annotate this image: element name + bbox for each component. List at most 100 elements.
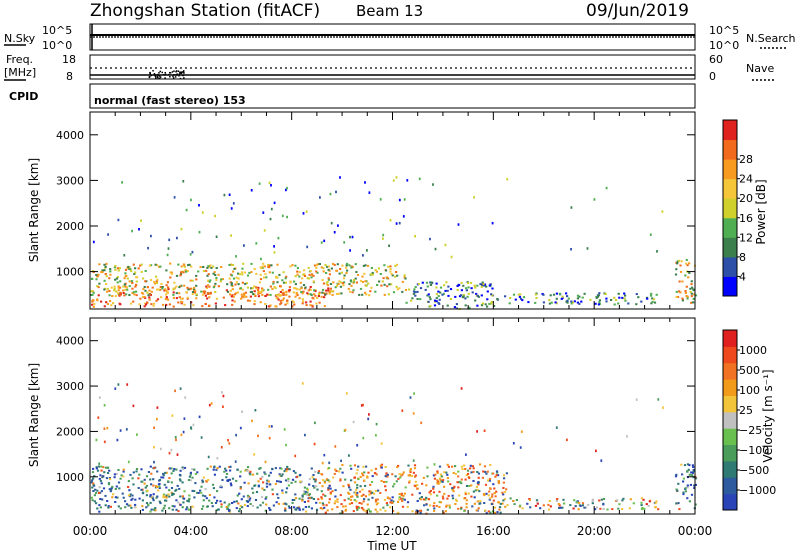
echo-cell: [320, 473, 323, 476]
echo-cell: [179, 469, 182, 472]
echo-cell: [573, 300, 576, 303]
echo-cell: [268, 271, 271, 274]
echo-cell: [228, 503, 231, 506]
echo-cell: [310, 496, 313, 499]
echo-cell: [505, 472, 508, 475]
echo-cell: [248, 271, 251, 274]
echo-cell: [429, 504, 432, 507]
echo-cell: [558, 504, 561, 507]
echo-cell: [425, 281, 429, 284]
echo-cell: [168, 303, 171, 306]
echo-cell: [365, 465, 368, 468]
echo-cell: [116, 438, 119, 442]
echo-cell: [228, 264, 231, 266]
echo-cell: [294, 493, 297, 496]
echo-cell: [180, 265, 183, 268]
echo-cell: [282, 502, 285, 505]
echo-cell: [403, 492, 406, 495]
echo-cell: [275, 305, 278, 308]
echo-cell: [117, 383, 120, 386]
echo-cell: [535, 297, 538, 299]
echo-cell: [323, 453, 326, 457]
echo-cell: [127, 494, 131, 497]
echo-cell: [348, 492, 351, 495]
echo-cell: [170, 472, 173, 475]
echo-cell: [454, 503, 457, 505]
echo-cell: [623, 292, 626, 295]
echo-cell: [317, 472, 320, 474]
echo-cell: [325, 289, 328, 292]
echo-cell: [200, 290, 203, 293]
echo-cell: [144, 486, 147, 489]
echo-cell: [691, 286, 694, 289]
echo-cell: [356, 494, 359, 497]
echo-cell: [584, 506, 588, 509]
echo-cell: [158, 479, 162, 481]
echo-cell: [178, 286, 181, 289]
echo-cell: [317, 498, 320, 501]
velocity-scatter: [90, 382, 698, 515]
echo-cell: [177, 301, 180, 304]
echo-cell: [265, 482, 268, 485]
echo-cell: [313, 442, 316, 446]
echo-cell: [495, 490, 498, 493]
echo-cell: [453, 485, 456, 488]
echo-cell: [329, 290, 332, 293]
echo-cell: [459, 480, 462, 483]
freq-point: [175, 70, 178, 72]
echo-cell: [441, 293, 444, 296]
echo-cell: [137, 487, 140, 489]
echo-cell: [476, 430, 478, 433]
echo-cell: [113, 285, 116, 288]
echo-cell: [385, 276, 388, 279]
echo-cell: [108, 294, 111, 297]
echo-cell: [468, 476, 471, 479]
echo-cell: [692, 470, 695, 473]
echo-cell: [489, 511, 492, 514]
echo-cell: [140, 468, 143, 471]
echo-cell: [310, 467, 313, 470]
echo-cell: [637, 296, 640, 299]
echo-cell: [338, 470, 341, 473]
echo-cell: [349, 249, 351, 252]
echo-cell: [100, 465, 103, 468]
echo-cell: [113, 289, 116, 292]
freq-point: [150, 74, 153, 77]
echo-cell: [465, 506, 468, 509]
echo-cell: [605, 297, 608, 300]
echo-cell: [173, 505, 176, 508]
echo-cell: [315, 508, 319, 511]
echo-cell: [271, 271, 274, 274]
echo-cell: [379, 508, 382, 511]
echo-cell: [398, 496, 401, 499]
echo-cell: [224, 467, 227, 470]
echo-cell: [206, 467, 209, 470]
echo-cell: [306, 292, 309, 295]
echo-cell: [239, 287, 242, 290]
echo-cell: [435, 293, 438, 296]
echo-cell: [320, 497, 323, 500]
echo-cell: [675, 268, 678, 271]
echo-cell: [455, 498, 458, 501]
echo-cell: [229, 293, 232, 296]
echo-cell: [154, 509, 157, 512]
echo-cell: [148, 298, 151, 301]
echo-cell: [485, 285, 488, 288]
echo-cell: [403, 276, 406, 279]
echo-cell: [322, 493, 325, 496]
echo-cell: [201, 494, 205, 497]
echo-cell: [386, 504, 389, 507]
echo-cell: [293, 499, 296, 501]
echo-cell: [191, 250, 194, 254]
echo-cell: [464, 493, 467, 496]
freq-point: [158, 72, 160, 74]
echo-cell: [558, 292, 561, 295]
cpid-label: CPID: [9, 90, 38, 103]
echo-cell: [332, 263, 335, 265]
echo-cell: [122, 468, 125, 471]
echo-cell: [119, 507, 122, 510]
echo-cell: [305, 301, 308, 304]
echo-cell: [106, 500, 109, 502]
echo-cell: [121, 492, 124, 495]
echo-cell: [286, 299, 289, 302]
